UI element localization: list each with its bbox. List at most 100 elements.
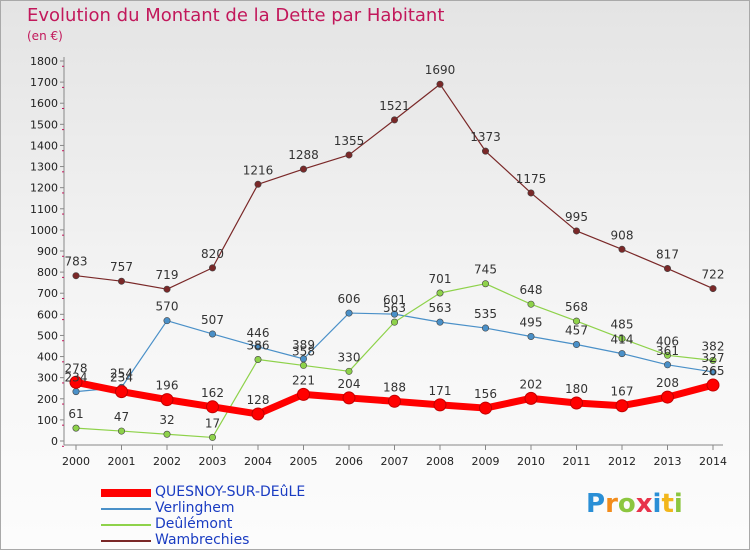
y-tick-label: 600 xyxy=(37,308,58,321)
data-label-verlinghem: 389 xyxy=(292,338,315,352)
legend-swatch xyxy=(101,524,151,526)
y-tick-label: 1500 xyxy=(30,118,58,131)
y-tick-label: 400 xyxy=(37,351,58,364)
data-point-verlinghem xyxy=(436,318,444,326)
data-point-wambrechies xyxy=(118,277,126,285)
data-label-wambrechies: 1521 xyxy=(379,99,410,113)
data-point-de-l-mont xyxy=(618,335,626,343)
legend-item: Wambrechies xyxy=(101,532,341,549)
data-point-verlinghem xyxy=(709,368,717,376)
y-tick-label: 100 xyxy=(37,414,58,427)
data-label-de-l-mont: 485 xyxy=(611,318,634,332)
data-label-de-l-mont: 32 xyxy=(159,413,174,427)
legend-label: Deûlémont xyxy=(155,516,233,532)
data-point-verlinghem xyxy=(345,309,353,317)
data-label-quesnoy-sur-de-le: 202 xyxy=(520,377,543,391)
data-point-wambrechies xyxy=(709,285,717,293)
data-point-quesnoy-sur-de-le xyxy=(661,390,674,404)
data-point-wambrechies xyxy=(254,180,262,188)
y-tick-label: 500 xyxy=(37,329,58,342)
x-tick-label: 2014 xyxy=(699,455,727,468)
data-point-de-l-mont xyxy=(299,361,307,369)
data-point-wambrechies xyxy=(572,227,580,235)
chart-axes: 0 100 200 300 400 500 600 700 800 900 1000 1100 1200… xyxy=(30,55,727,468)
data-label-quesnoy-sur-de-le: 196 xyxy=(156,379,179,393)
data-label-verlinghem: 606 xyxy=(338,292,361,306)
data-label-verlinghem: 507 xyxy=(201,313,224,327)
data-point-verlinghem xyxy=(618,350,626,358)
x-tick-label: 2009 xyxy=(472,455,500,468)
data-point-de-l-mont xyxy=(481,280,489,288)
x-tick-label: 2004 xyxy=(244,455,272,468)
data-point-verlinghem xyxy=(572,341,580,349)
data-label-de-l-mont: 382 xyxy=(702,339,725,353)
data-point-verlinghem xyxy=(72,388,80,396)
data-label-de-l-mont: 648 xyxy=(520,283,543,297)
y-tick-label: 1600 xyxy=(30,97,58,110)
data-point-quesnoy-sur-de-le xyxy=(479,401,492,415)
y-tick-label: 1000 xyxy=(30,224,58,237)
data-point-de-l-mont xyxy=(163,430,171,438)
y-tick-label: 1400 xyxy=(30,139,58,152)
data-point-wambrechies xyxy=(618,245,626,253)
data-label-de-l-mont: 563 xyxy=(383,301,406,315)
data-point-de-l-mont xyxy=(709,356,717,364)
data-point-de-l-mont xyxy=(663,351,671,359)
x-tick-label: 2007 xyxy=(381,455,409,468)
series-layer xyxy=(69,80,720,441)
data-point-verlinghem xyxy=(663,361,671,369)
data-label-wambrechies: 1373 xyxy=(470,130,501,144)
x-tick-label: 2012 xyxy=(608,455,636,468)
legend-swatch xyxy=(101,508,151,510)
data-label-quesnoy-sur-de-le: 208 xyxy=(656,376,679,390)
data-label-verlinghem: 601 xyxy=(383,293,406,307)
data-label-de-l-mont: 61 xyxy=(68,407,83,421)
data-point-verlinghem xyxy=(527,332,535,340)
data-label-verlinghem: 234 xyxy=(65,371,88,385)
data-point-de-l-mont xyxy=(390,318,398,326)
data-label-wambrechies: 722 xyxy=(702,268,725,282)
y-tick-label: 0 xyxy=(51,435,58,448)
data-point-quesnoy-sur-de-le xyxy=(706,378,720,392)
data-point-de-l-mont xyxy=(572,317,580,325)
data-point-wambrechies xyxy=(163,285,171,293)
data-point-de-l-mont xyxy=(254,356,262,364)
legend: QUESNOY-SUR-DEûLE Verlinghem Deûlémont Wamb… xyxy=(101,484,341,549)
data-label-wambrechies: 719 xyxy=(156,268,179,282)
legend-swatch xyxy=(101,540,151,542)
data-label-verlinghem: 361 xyxy=(656,344,679,358)
data-label-de-l-mont: 358 xyxy=(292,344,315,358)
proxiti-logo: Proxiti xyxy=(586,489,683,519)
data-label-quesnoy-sur-de-le: 171 xyxy=(429,384,452,398)
data-label-wambrechies: 820 xyxy=(201,247,224,261)
data-label-wambrechies: 817 xyxy=(656,248,679,262)
legend-item: QUESNOY-SUR-DEûLE xyxy=(101,484,341,501)
data-label-quesnoy-sur-de-le: 221 xyxy=(292,373,315,387)
data-point-wambrechies xyxy=(72,272,80,280)
data-label-wambrechies: 908 xyxy=(611,228,634,242)
data-label-verlinghem: 457 xyxy=(565,324,588,338)
data-label-wambrechies: 1355 xyxy=(334,134,365,148)
data-point-verlinghem xyxy=(254,343,262,351)
y-tick-label: 900 xyxy=(37,245,58,258)
data-label-de-l-mont: 406 xyxy=(656,334,679,348)
legend-item: Verlinghem xyxy=(101,500,341,517)
data-label-quesnoy-sur-de-le: 204 xyxy=(338,377,361,391)
data-point-wambrechies xyxy=(390,116,398,124)
data-label-wambrechies: 757 xyxy=(110,260,133,274)
data-label-verlinghem: 254 xyxy=(110,366,133,380)
data-label-de-l-mont: 17 xyxy=(205,416,220,430)
data-point-verlinghem xyxy=(390,310,398,318)
x-tick-label: 2003 xyxy=(199,455,227,468)
data-point-wambrechies xyxy=(209,264,217,272)
chart-subtitle: (en €) xyxy=(27,29,63,43)
data-label-wambrechies: 1216 xyxy=(243,163,274,177)
data-label-wambrechies: 783 xyxy=(65,255,88,269)
y-tick-label: 700 xyxy=(37,287,58,300)
x-tick-label: 2000 xyxy=(62,455,90,468)
data-point-quesnoy-sur-de-le xyxy=(342,391,356,405)
data-label-quesnoy-sur-de-le: 278 xyxy=(65,361,88,375)
